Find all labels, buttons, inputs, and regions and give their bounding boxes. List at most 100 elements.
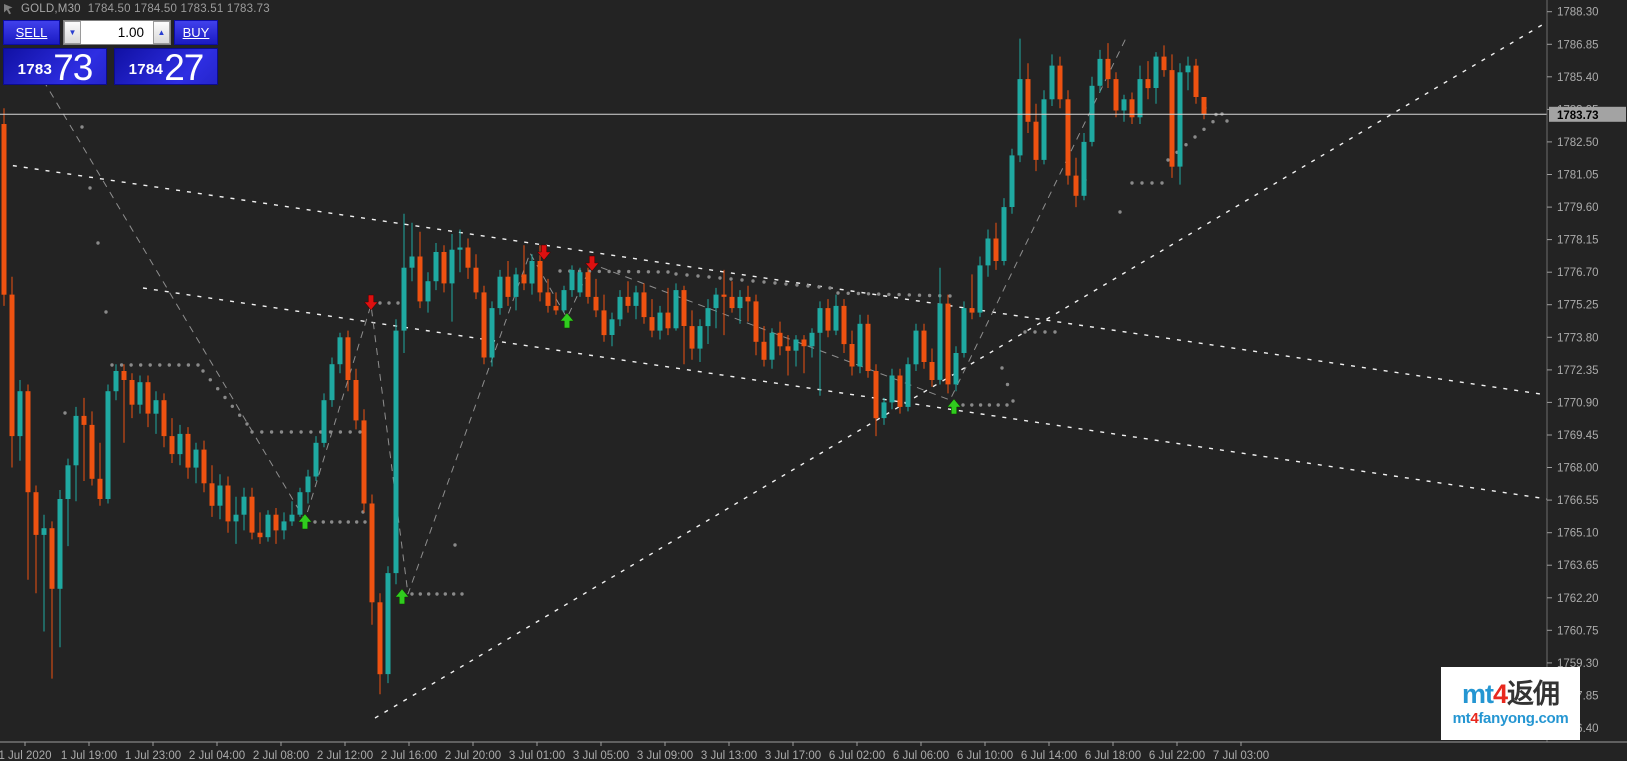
candle — [729, 281, 735, 313]
candle — [1105, 43, 1111, 88]
candle — [369, 494, 375, 625]
candle — [1033, 103, 1039, 172]
time-tick-label: 2 Jul 12:00 — [317, 750, 373, 761]
price-tick-label: 1776.70 — [1557, 267, 1599, 279]
candle — [1121, 94, 1127, 122]
candle — [1153, 52, 1159, 104]
signal-arrows-layer — [297, 244, 962, 605]
candle — [161, 393, 167, 448]
candle — [1049, 54, 1055, 106]
current-price-tag — [1549, 106, 1626, 122]
candle — [409, 222, 415, 282]
ohlc-values: 1784.50 1784.50 1783.51 1783.73 — [87, 3, 270, 15]
time-scale[interactable]: 1 Jul 2020 1 Jul 19:00 1 Jul 23:00 2 Jul 04… — [0, 741, 1627, 761]
candle — [433, 243, 439, 291]
candle — [897, 368, 903, 414]
time-tick-label: 6 Jul 06:00 — [893, 750, 949, 761]
candle — [449, 234, 455, 322]
candle — [969, 274, 975, 320]
candle — [953, 346, 959, 392]
candle — [553, 292, 559, 315]
candle — [1, 108, 7, 306]
dotted-trendline[interactable] — [374, 21, 1548, 719]
time-tick-label: 1 Jul 19:00 — [61, 750, 117, 761]
candle — [393, 319, 399, 585]
candle — [49, 521, 55, 679]
candle — [593, 278, 599, 318]
candle — [921, 323, 927, 369]
candle — [809, 328, 815, 358]
candle — [217, 474, 223, 520]
sell-signal-arrow-icon — [584, 255, 600, 272]
candle — [713, 287, 719, 329]
candle — [65, 458, 71, 547]
candle — [497, 269, 503, 315]
candle — [353, 368, 359, 430]
buy-button[interactable]: BUY — [174, 20, 218, 45]
candle — [361, 409, 367, 513]
volume-input[interactable]: 1.00 — [117, 25, 144, 40]
buy-signal-arrow-icon — [559, 312, 575, 329]
sell-signal-arrow-icon — [536, 244, 552, 261]
candle — [57, 490, 63, 648]
candle — [17, 380, 23, 461]
candle — [705, 299, 711, 344]
chart-cursor-icon — [4, 3, 13, 14]
candle — [1193, 58, 1199, 104]
candle — [665, 287, 671, 336]
price-tick-label: 1768.00 — [1557, 463, 1599, 475]
candle — [1185, 56, 1191, 91]
candle — [785, 335, 791, 376]
candle — [225, 476, 231, 533]
price-scale[interactable]: 1788.301786.851785.401783.951782.501781.… — [1546, 0, 1626, 742]
buy-signal-arrow-icon — [297, 513, 313, 530]
candle — [737, 290, 743, 324]
watermark-url: mt4fanyong.com — [1452, 710, 1569, 727]
buy-price-button[interactable]: 1784 27 — [114, 48, 218, 86]
sell-price-button[interactable]: 1783 73 — [3, 48, 107, 86]
volume-increase-button[interactable]: ▲ — [153, 21, 170, 44]
candle — [41, 514, 47, 632]
candle — [865, 314, 871, 378]
candle — [945, 294, 951, 394]
price-tick-label: 1778.15 — [1557, 235, 1599, 247]
candle — [977, 256, 983, 318]
candle — [465, 238, 471, 279]
current-price-tag-text: 1783.73 — [1557, 110, 1599, 122]
price-tick-label: 1766.55 — [1557, 495, 1599, 507]
candle — [873, 364, 879, 437]
candle — [625, 281, 631, 313]
time-tick-label: 3 Jul 09:00 — [637, 750, 693, 761]
candle — [9, 276, 15, 468]
candle — [905, 357, 911, 412]
volume-decrease-button[interactable]: ▼ — [64, 21, 81, 44]
candle — [33, 485, 39, 594]
sell-button[interactable]: SELL — [3, 20, 60, 45]
candle — [289, 501, 295, 526]
candle — [193, 442, 199, 484]
time-tick-label: 6 Jul 14:00 — [1021, 750, 1077, 761]
candle — [105, 384, 111, 504]
candle — [97, 442, 103, 506]
candle — [241, 487, 247, 531]
time-tick-label: 6 Jul 18:00 — [1085, 750, 1141, 761]
candle — [769, 328, 775, 369]
candle — [121, 364, 127, 443]
candle — [473, 254, 479, 300]
price-tick-label: 1759.30 — [1557, 658, 1599, 670]
price-tick-label: 1763.65 — [1557, 560, 1599, 572]
candle — [849, 330, 855, 376]
candle — [673, 283, 679, 331]
candle — [793, 335, 799, 367]
candle — [337, 332, 343, 374]
candle — [1113, 72, 1119, 118]
candle — [505, 261, 511, 306]
volume-stepper[interactable]: ▼ 1.00 ▲ — [63, 20, 171, 45]
candle — [937, 267, 943, 385]
candle — [577, 267, 583, 297]
candle — [137, 375, 143, 414]
dotted-trendline[interactable] — [1, 163, 1548, 396]
